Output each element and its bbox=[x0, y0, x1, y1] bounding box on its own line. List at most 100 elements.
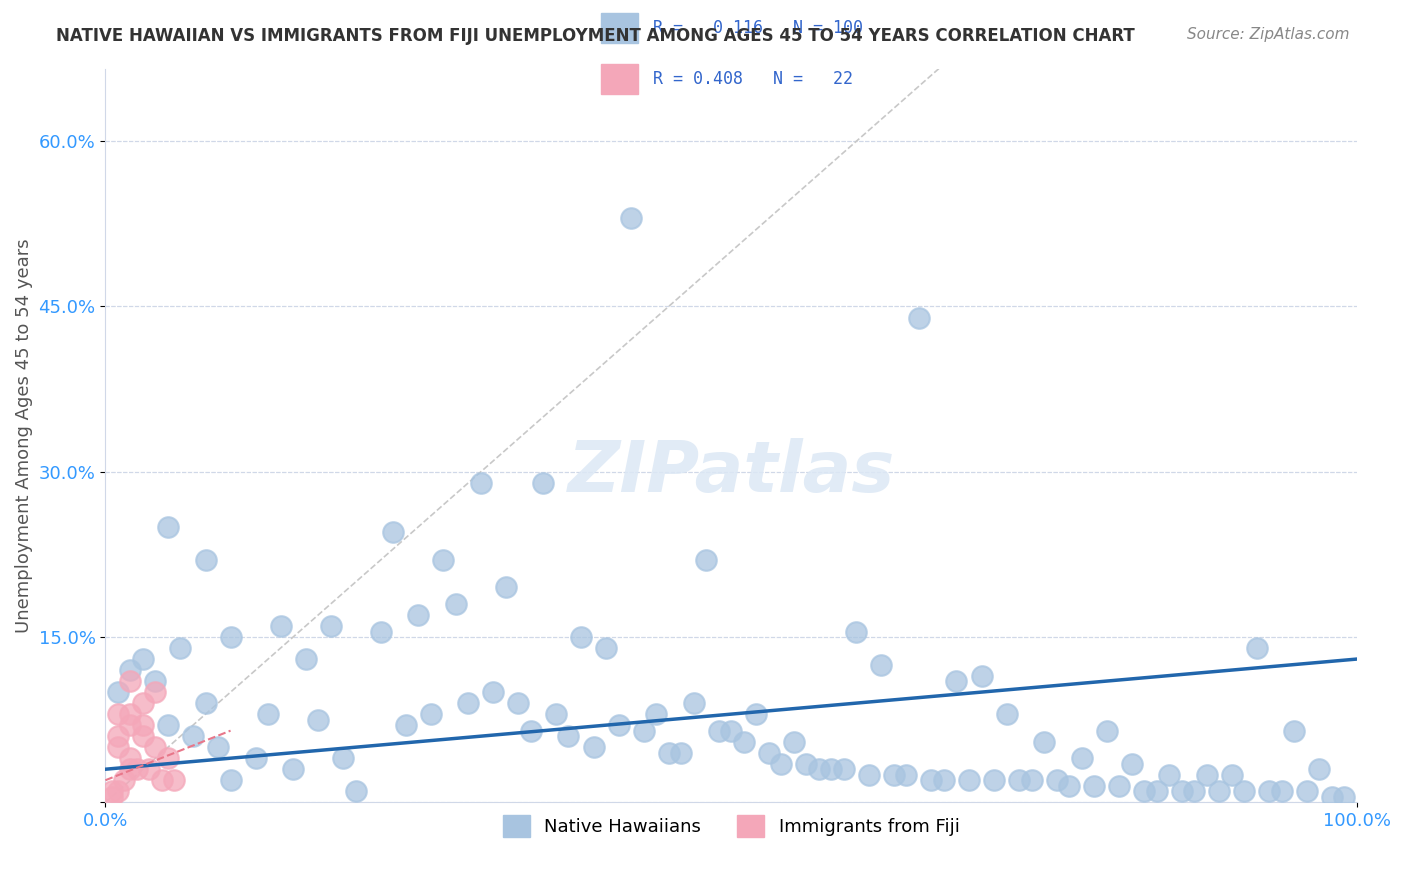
Point bbox=[1008, 773, 1031, 788]
Point bbox=[920, 773, 942, 788]
Point bbox=[145, 740, 167, 755]
Point bbox=[332, 751, 354, 765]
Point bbox=[169, 640, 191, 655]
Point bbox=[120, 762, 142, 776]
Point bbox=[820, 762, 842, 776]
Point bbox=[395, 718, 418, 732]
Point bbox=[845, 624, 868, 639]
Point bbox=[533, 475, 555, 490]
Point bbox=[245, 751, 267, 765]
Point bbox=[470, 475, 492, 490]
Point bbox=[957, 773, 980, 788]
Point bbox=[983, 773, 1005, 788]
Point bbox=[544, 707, 567, 722]
Point bbox=[1159, 768, 1181, 782]
Point bbox=[319, 619, 342, 633]
Point bbox=[107, 729, 129, 743]
Point bbox=[658, 746, 681, 760]
Point bbox=[145, 674, 167, 689]
Point bbox=[1171, 784, 1194, 798]
Point bbox=[1296, 784, 1319, 798]
Point bbox=[758, 746, 780, 760]
Point bbox=[457, 696, 479, 710]
Point bbox=[720, 723, 742, 738]
Point bbox=[444, 597, 467, 611]
Point bbox=[870, 657, 893, 672]
Point bbox=[125, 762, 148, 776]
Point bbox=[132, 696, 155, 710]
Point bbox=[945, 674, 967, 689]
Point bbox=[1246, 640, 1268, 655]
Point bbox=[1108, 779, 1130, 793]
Point bbox=[1070, 751, 1092, 765]
Point bbox=[294, 652, 316, 666]
Point bbox=[832, 762, 855, 776]
Point bbox=[669, 746, 692, 760]
Point bbox=[1021, 773, 1043, 788]
Point bbox=[733, 734, 755, 748]
Point bbox=[1195, 768, 1218, 782]
Point bbox=[582, 740, 605, 755]
Point bbox=[508, 696, 530, 710]
Point bbox=[682, 696, 704, 710]
Point bbox=[132, 718, 155, 732]
Point bbox=[1308, 762, 1330, 776]
Point bbox=[344, 784, 367, 798]
Y-axis label: Unemployment Among Ages 45 to 54 years: Unemployment Among Ages 45 to 54 years bbox=[15, 238, 32, 632]
Point bbox=[896, 768, 918, 782]
Point bbox=[695, 553, 717, 567]
Point bbox=[194, 696, 217, 710]
Point bbox=[107, 784, 129, 798]
Point bbox=[770, 756, 793, 771]
Point bbox=[150, 773, 173, 788]
Text: Source: ZipAtlas.com: Source: ZipAtlas.com bbox=[1187, 27, 1350, 42]
Point bbox=[100, 784, 122, 798]
Point bbox=[1258, 784, 1281, 798]
Point bbox=[156, 751, 179, 765]
Point bbox=[794, 756, 817, 771]
Point bbox=[970, 668, 993, 682]
Text: ZIPatlas: ZIPatlas bbox=[568, 438, 894, 507]
Point bbox=[120, 674, 142, 689]
Point bbox=[1057, 779, 1080, 793]
Point bbox=[607, 718, 630, 732]
Text: NATIVE HAWAIIAN VS IMMIGRANTS FROM FIJI UNEMPLOYMENT AMONG AGES 45 TO 54 YEARS C: NATIVE HAWAIIAN VS IMMIGRANTS FROM FIJI … bbox=[56, 27, 1135, 45]
Point bbox=[1083, 779, 1105, 793]
Point bbox=[107, 707, 129, 722]
Point bbox=[858, 768, 880, 782]
Point bbox=[132, 729, 155, 743]
Point bbox=[1146, 784, 1168, 798]
Point bbox=[145, 685, 167, 699]
Point bbox=[432, 553, 454, 567]
Point bbox=[883, 768, 905, 782]
Point bbox=[908, 310, 931, 325]
Point bbox=[745, 707, 768, 722]
Point bbox=[1182, 784, 1205, 798]
FancyBboxPatch shape bbox=[602, 12, 638, 43]
Point bbox=[1208, 784, 1230, 798]
Point bbox=[1271, 784, 1294, 798]
Point bbox=[132, 652, 155, 666]
Point bbox=[645, 707, 668, 722]
Point bbox=[633, 723, 655, 738]
Point bbox=[107, 740, 129, 755]
Point bbox=[408, 607, 430, 622]
Point bbox=[257, 707, 280, 722]
Point bbox=[620, 211, 643, 226]
Point bbox=[112, 773, 135, 788]
Point bbox=[120, 663, 142, 677]
Point bbox=[156, 718, 179, 732]
Point bbox=[219, 630, 242, 644]
Point bbox=[1284, 723, 1306, 738]
Text: R = 0.408   N =   22: R = 0.408 N = 22 bbox=[652, 70, 852, 88]
Point bbox=[207, 740, 229, 755]
Point bbox=[1133, 784, 1156, 798]
Point bbox=[138, 762, 160, 776]
Point bbox=[557, 729, 579, 743]
Point bbox=[156, 520, 179, 534]
Point bbox=[419, 707, 441, 722]
Text: R =   0.116   N = 100: R = 0.116 N = 100 bbox=[652, 19, 863, 37]
Point bbox=[1333, 789, 1355, 804]
Point bbox=[270, 619, 292, 633]
Point bbox=[120, 718, 142, 732]
